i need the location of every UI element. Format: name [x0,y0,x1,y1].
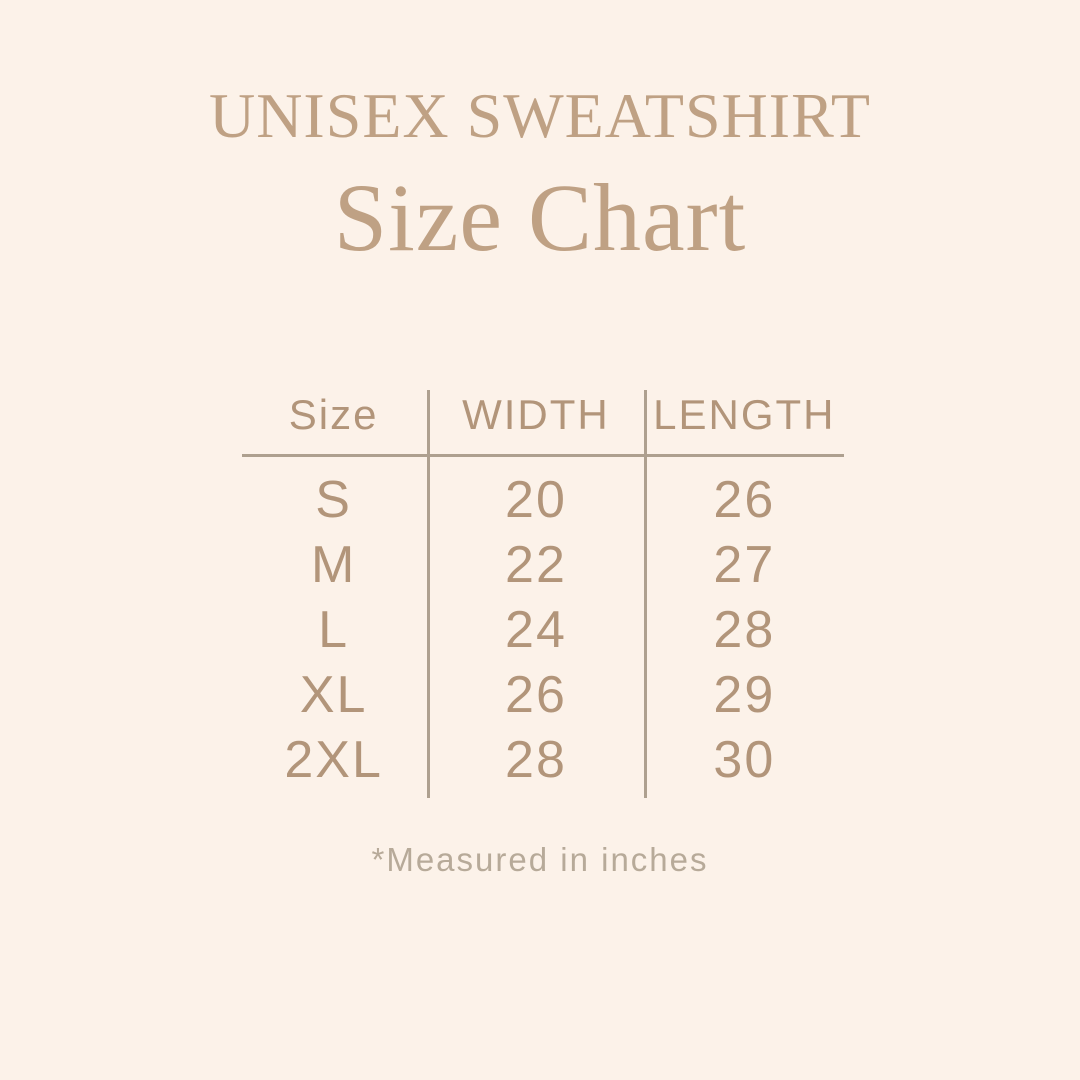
cell-width: 26 [505,665,567,724]
column-divider-line-1 [427,390,430,798]
header-divider-line [242,454,844,457]
cell-size: 2XL [284,730,383,789]
cell-width: 28 [505,730,567,789]
cell-size: S [315,470,352,529]
cell-length: 29 [713,665,776,724]
column-header-width: WIDTH [462,391,610,438]
cell-length: 28 [713,600,776,659]
cell-length: 26 [713,470,776,529]
column-header-length: LENGTH [653,391,836,438]
size-table: Size WIDTH LENGTH S 20 26 M 22 27 L 24 2… [240,375,844,805]
table-header-row: Size WIDTH LENGTH [240,375,844,455]
product-title: UNISEX SWEATSHIRT [208,80,872,151]
cell-width: 22 [505,535,567,594]
cell-size: L [318,600,350,659]
cell-size: M [310,535,357,594]
page-title: Size Chart [333,164,747,271]
table-row: M 22 27 [240,532,844,597]
cell-width: 24 [505,600,567,659]
table-row: L 24 28 [240,597,844,662]
column-header-size: Size [288,391,379,438]
cell-length: 30 [713,730,776,789]
footnote: *Measured in inches [371,841,709,878]
cell-size: XL [299,665,368,724]
cell-width: 20 [505,470,567,529]
cell-length: 27 [713,535,776,594]
table-row: 2XL 28 30 [240,727,844,792]
column-divider-line-2 [644,390,647,798]
table-row: S 20 26 [240,467,844,532]
table-row: XL 26 29 [240,662,844,727]
table-body: S 20 26 M 22 27 L 24 28 XL 26 29 2XL [240,467,844,792]
